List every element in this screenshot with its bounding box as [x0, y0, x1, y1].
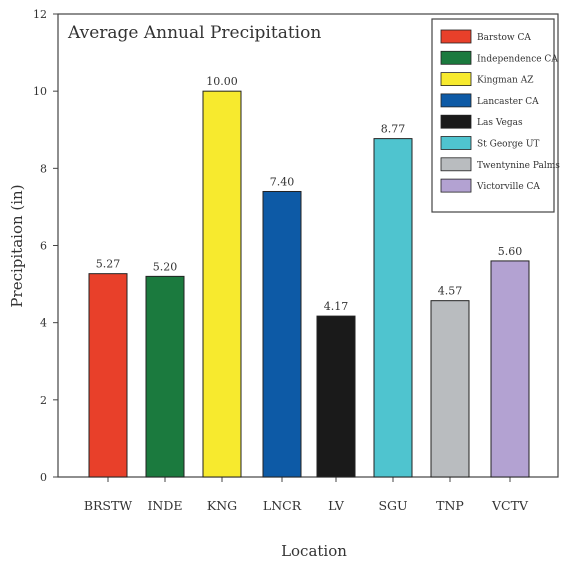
- bar-brstw: [88, 273, 128, 478]
- legend-swatch: [440, 157, 472, 172]
- chart-title: Average Annual Precipitation: [67, 23, 321, 43]
- bar-inde: [145, 275, 185, 478]
- data-label: 8.77: [381, 123, 406, 136]
- legend-swatch: [440, 29, 472, 44]
- bar-vctv: [490, 260, 530, 478]
- x-tick-label: BRSTW: [84, 498, 132, 513]
- data-label: 7.40: [270, 175, 295, 188]
- legend-swatch: [440, 114, 472, 129]
- legend-swatch: [440, 136, 472, 150]
- data-label: 10.00: [206, 75, 238, 88]
- legend-label: St George UT: [477, 140, 539, 150]
- y-tick-label: 8: [40, 162, 47, 175]
- data-label: 5.60: [498, 245, 523, 258]
- legend-label: Lancaster CA: [477, 97, 539, 107]
- bar-lncr: [262, 190, 302, 478]
- legend: Barstow CA Independence CA Kingman AZ Lanca…: [431, 18, 563, 213]
- x-tick-label: SGU: [378, 498, 407, 513]
- x-tick-label: LNCR: [263, 498, 302, 513]
- legend-label: Independence CA: [477, 54, 558, 64]
- y-tick-label: 4: [40, 317, 47, 330]
- legend-label: Twentynine Palms CA: [477, 161, 563, 171]
- legend-swatch: [440, 178, 472, 193]
- x-axis-title: Location: [281, 542, 347, 560]
- data-label: 4.17: [324, 300, 349, 313]
- legend-label: Kingman AZ: [477, 76, 533, 86]
- legend-label: Barstow CA: [477, 33, 531, 43]
- bar-tnp: [430, 300, 470, 478]
- bar-kng: [202, 90, 242, 478]
- y-tick-label: 12: [33, 8, 47, 21]
- legend-swatch: [440, 50, 472, 65]
- legend-swatch: [440, 93, 472, 108]
- y-tick-label: 6: [40, 240, 47, 253]
- y-tick-label: 0: [40, 471, 47, 484]
- data-label: 5.20: [153, 260, 178, 273]
- bar-sgu: [373, 138, 413, 478]
- bar-lv: [316, 315, 356, 478]
- y-axis-title: Precipitaion (in): [8, 184, 26, 307]
- x-tick-label: TNP: [436, 498, 464, 513]
- axes: 0 2 4 6 8 10 12 BRSTW INDE KNG LNCR LV SGU TNP VCTV: [33, 8, 559, 513]
- legend-label: Las Vegas: [477, 118, 523, 128]
- data-label: 4.57: [438, 285, 463, 298]
- x-tick-label: INDE: [147, 498, 182, 513]
- legend-swatch: [440, 72, 472, 86]
- data-label: 5.27: [96, 258, 121, 271]
- y-tick-label: 10: [33, 85, 47, 98]
- y-tick-label: 2: [40, 394, 47, 407]
- x-tick-label: VCTV: [491, 498, 529, 513]
- x-tick-label: KNG: [207, 498, 237, 513]
- legend-label: Victorville CA: [476, 182, 540, 192]
- x-tick-label: LV: [328, 498, 345, 513]
- bars: 5.27 5.20 10.00 7.40 4.17 8.77 4.57 5.60: [88, 75, 530, 478]
